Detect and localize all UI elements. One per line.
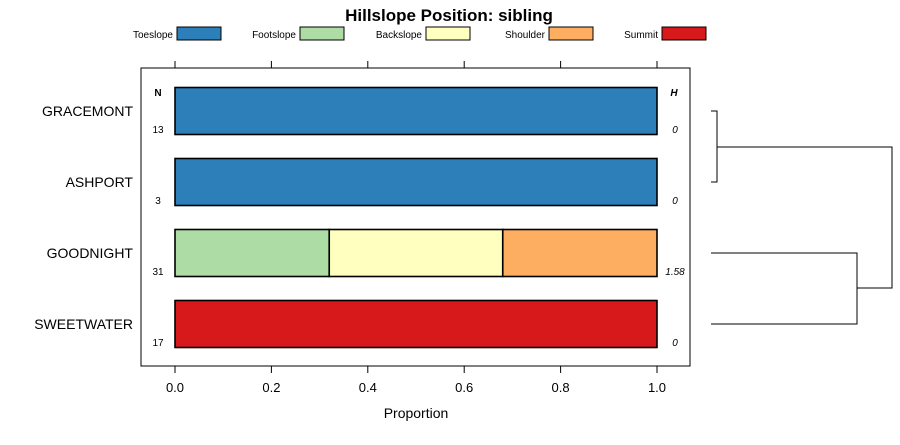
row-label-sweetwater: SWEETWATER: [34, 316, 133, 332]
n-value-goodnight: 31: [152, 267, 164, 278]
h-value-goodnight: 1.58: [665, 267, 685, 278]
n-value-sweetwater: 17: [152, 338, 164, 349]
x-tick-label: 0.2: [262, 380, 280, 395]
x-axis-title: Proportion: [384, 405, 449, 421]
bar-goodnight-backslope: [328, 228, 504, 278]
legend-label-footslope: Footslope: [252, 30, 296, 41]
n-value-ashport: 3: [155, 196, 161, 207]
dendrogram-branch-lower: [711, 252, 858, 325]
plot-frame: [140, 67, 691, 367]
x-axis: 0.0 0.2 0.4 0.6 0.8 1.0: [166, 61, 666, 395]
bar-goodnight-shoulder: [501, 228, 658, 278]
row-label-goodnight: GOODNIGHT: [47, 245, 134, 261]
x-tick-label: 0.4: [359, 380, 377, 395]
legend-swatch-footslope: [299, 26, 345, 41]
n-column-header: N: [154, 88, 161, 99]
h-value-sweetwater: 0: [672, 338, 678, 349]
dendrogram-branch-upper: [711, 110, 718, 183]
legend-label-summit: Summit: [624, 30, 658, 41]
x-tick-label: 0.8: [552, 380, 570, 395]
row-label-ashport: ASHPORT: [66, 174, 134, 190]
h-value-ashport: 0: [672, 196, 678, 207]
x-tick-label: 0.0: [166, 380, 184, 395]
bar-sweetwater-summit: [174, 299, 658, 349]
h-value-gracemont: 0: [672, 125, 678, 136]
dendrogram-branch-root: [717, 146, 893, 289]
row-label-gracemont: GRACEMONT: [42, 103, 133, 119]
legend-label-backslope: Backslope: [376, 30, 423, 41]
bar-group: [174, 86, 658, 349]
bar-gracemont-toeslope: [174, 86, 658, 136]
x-tick-label: 1.0: [648, 380, 666, 395]
row-labels: GRACEMONT 13 0 ASHPORT 3 0 GOODNIGHT 31 1.58 SWEE…: [34, 103, 685, 349]
h-column-header: H: [670, 88, 678, 99]
legend-label-toeslope: Toeslope: [133, 30, 173, 41]
bar-goodnight-footslope: [174, 228, 331, 278]
bar-ashport-toeslope: [174, 157, 658, 207]
legend-swatch-toeslope: [176, 26, 222, 41]
legend-swatch-backslope: [425, 26, 471, 41]
x-tick-label: 0.6: [455, 380, 473, 395]
legend: Toeslope Footslope Backslope Shoulder Summit: [133, 26, 707, 41]
legend-label-shoulder: Shoulder: [505, 30, 546, 41]
legend-swatch-shoulder: [548, 26, 594, 41]
dendrogram: [711, 110, 893, 325]
legend-swatch-summit: [661, 26, 707, 41]
n-value-gracemont: 13: [152, 125, 164, 136]
chart-title: Hillslope Position: sibling: [345, 6, 553, 25]
